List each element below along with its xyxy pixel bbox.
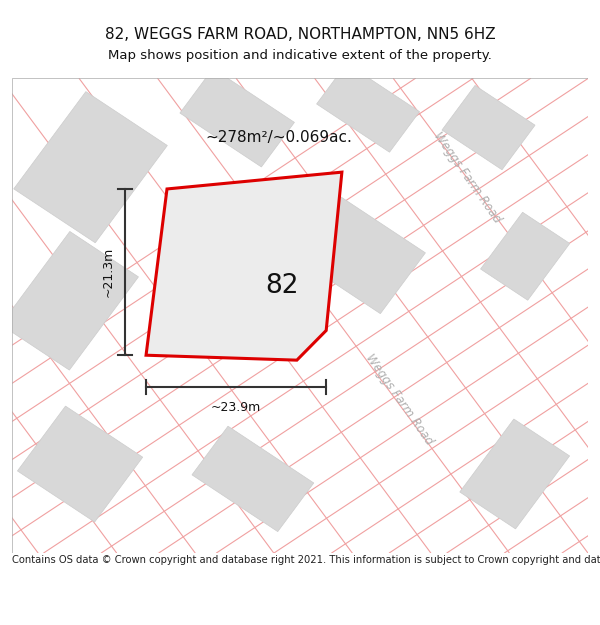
Text: Map shows position and indicative extent of the property.: Map shows position and indicative extent… (108, 49, 492, 61)
Polygon shape (192, 426, 314, 532)
Polygon shape (180, 69, 295, 167)
Text: Weggs Farm Road: Weggs Farm Road (431, 129, 504, 225)
Text: Weggs Farm Road: Weggs Farm Road (363, 352, 436, 447)
Polygon shape (17, 406, 143, 522)
Text: Contains OS data © Crown copyright and database right 2021. This information is : Contains OS data © Crown copyright and d… (12, 555, 600, 565)
Polygon shape (442, 86, 535, 170)
Text: ~23.9m: ~23.9m (211, 401, 261, 414)
Polygon shape (481, 213, 570, 300)
Polygon shape (1, 231, 139, 370)
Text: 82, WEGGS FARM ROAD, NORTHAMPTON, NN5 6HZ: 82, WEGGS FARM ROAD, NORTHAMPTON, NN5 6H… (104, 27, 496, 42)
Polygon shape (146, 172, 342, 360)
Polygon shape (14, 92, 167, 242)
Text: ~278m²/~0.069ac.: ~278m²/~0.069ac. (206, 130, 353, 145)
Text: 82: 82 (265, 273, 299, 299)
Polygon shape (317, 63, 419, 152)
Text: ~21.3m: ~21.3m (101, 247, 115, 298)
Polygon shape (269, 179, 425, 314)
Polygon shape (460, 419, 569, 529)
